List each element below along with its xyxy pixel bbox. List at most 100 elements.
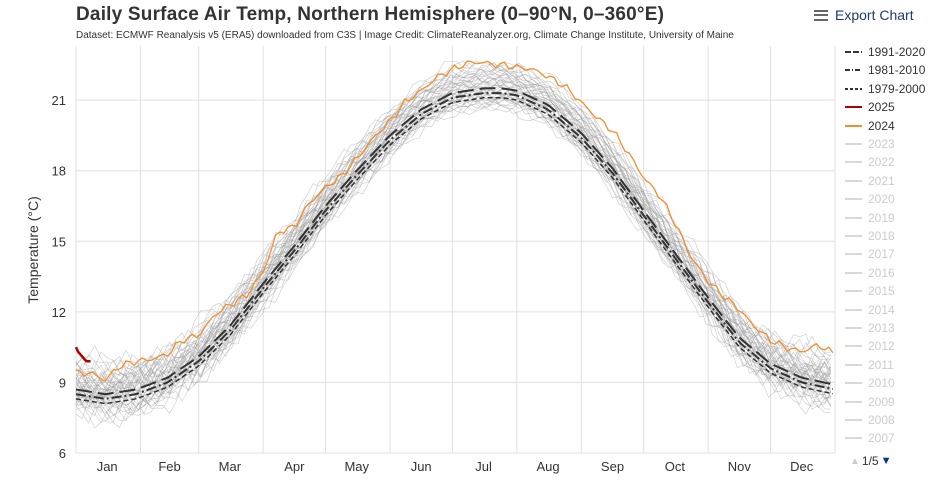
chart-title: Daily Surface Air Temp, Northern Hemisph…	[76, 4, 665, 25]
legend-item-2016[interactable]: 2016	[845, 264, 895, 282]
background-year-line	[75, 81, 831, 405]
legend-label: 2016	[868, 265, 895, 280]
background-year-line	[75, 91, 832, 423]
legend-item-2018[interactable]: 2018	[845, 227, 895, 245]
legend-item-2007[interactable]: 2007	[845, 429, 895, 443]
legend-swatch	[845, 419, 862, 421]
background-year-line	[75, 77, 831, 400]
background-year-line	[75, 73, 832, 401]
background-year-line	[75, 83, 831, 403]
y-tick-label: 9	[59, 375, 66, 390]
legend-swatch	[845, 51, 862, 53]
legend-label: 2014	[868, 302, 895, 317]
x-tick-label: Jan	[97, 459, 118, 474]
legend-label: 2023	[868, 137, 895, 151]
menu-icon	[814, 9, 828, 21]
legend-item-2015[interactable]: 2015	[845, 282, 895, 300]
legend-item-2024[interactable]: 2024	[845, 117, 895, 135]
arrow-down-icon[interactable]: ▼	[880, 455, 892, 467]
y-tick-label: 18	[52, 164, 66, 179]
legend-label: 2009	[868, 394, 895, 409]
legend-item-2021[interactable]: 2021	[845, 172, 895, 190]
legend-item-2010[interactable]: 2010	[845, 374, 895, 392]
background-year-line	[75, 66, 831, 386]
chart-subtitle: Dataset: ECMWF Reanalysis v5 (ERA5) down…	[76, 30, 734, 41]
legend-item-2014[interactable]: 2014	[845, 301, 895, 319]
x-gridlines	[75, 46, 836, 453]
legend-item-2020[interactable]: 2020	[845, 190, 895, 208]
legend-item-1991-2020[interactable]: 1991-2020	[845, 43, 925, 61]
x-tick-label: Apr	[284, 459, 305, 474]
background-year-line	[75, 84, 831, 411]
background-year-line	[75, 93, 832, 429]
legend-item-2017[interactable]: 2017	[845, 245, 895, 263]
x-tick-label: Sep	[601, 459, 624, 474]
legend-swatch	[845, 382, 862, 384]
background-year-line	[75, 97, 831, 421]
legend-label: 2013	[868, 321, 895, 335]
export-chart-button[interactable]: Export Chart	[814, 7, 914, 23]
legend-label: 2019	[868, 210, 895, 225]
series-line-1981-2010	[75, 92, 834, 400]
legend-label: 2020	[868, 192, 895, 207]
plot-background	[76, 46, 835, 453]
legend-label: 1981-2010	[868, 63, 926, 78]
legend-swatch	[845, 69, 862, 72]
legend-item-2011[interactable]: 2011	[845, 356, 894, 374]
x-tick-label: May	[344, 459, 369, 474]
arrow-up-icon[interactable]: ▲	[850, 455, 860, 467]
legend-swatch	[845, 400, 862, 403]
legend-swatch	[845, 327, 862, 329]
legend-item-1979-2000[interactable]: 1979-2000	[845, 80, 925, 98]
y-tick-label: 21	[52, 93, 66, 108]
legend-item-2023[interactable]: 2023	[845, 135, 895, 153]
legend-swatch	[845, 161, 862, 164]
legend-item-2013[interactable]: 2013	[845, 319, 895, 337]
legend-page-indicator: 1/5	[861, 454, 879, 468]
legend-label: 2022	[868, 155, 895, 170]
x-tick-label: Dec	[790, 459, 814, 474]
legend-swatch	[845, 308, 862, 311]
legend-item-2008[interactable]: 2008	[845, 411, 895, 429]
legend-item-2012[interactable]: 2012	[845, 337, 895, 355]
y-axis-ticks: 6 9 12 15 18 21	[52, 93, 66, 461]
export-chart-label: Export Chart	[835, 7, 914, 23]
legend-swatch	[845, 87, 862, 90]
series-line-1979-2000	[75, 97, 834, 405]
legend-navigation: ▲ 1/5 ▼	[850, 454, 891, 468]
legend-label: 1991-2020	[868, 45, 926, 59]
legend-label: 1979-2000	[868, 81, 926, 96]
legend-label: 2025	[868, 100, 895, 115]
legend-swatch	[845, 106, 862, 109]
x-tick-label: Mar	[219, 459, 242, 474]
legend-swatch	[845, 124, 862, 127]
legend-label: 2012	[868, 339, 895, 354]
legend-item-2009[interactable]: 2009	[845, 393, 895, 411]
y-tick-label: 12	[52, 305, 66, 320]
background-year-line	[75, 89, 832, 410]
legend-item-1981-2010[interactable]: 1981-2010	[845, 61, 925, 79]
legend-item-2022[interactable]: 2022	[845, 153, 895, 171]
background-year-line	[75, 60, 831, 381]
legend-label: 2017	[868, 247, 895, 262]
x-tick-label: Aug	[536, 459, 559, 474]
legend-label: 2010	[868, 376, 895, 391]
x-tick-label: Jun	[411, 459, 432, 474]
legend-swatch	[845, 272, 862, 274]
background-year-line	[75, 69, 832, 396]
legend-item-2025[interactable]: 2025	[845, 98, 895, 116]
legend-label: 2008	[868, 413, 895, 427]
legend-swatch	[845, 345, 862, 348]
legend-label: 2021	[868, 173, 895, 188]
background-year-line	[75, 62, 831, 382]
legend-swatch	[845, 253, 862, 256]
x-tick-label: Jul	[475, 459, 492, 474]
legend-label: 2007	[868, 431, 895, 443]
background-year-line	[75, 86, 832, 416]
legend-item-2019[interactable]: 2019	[845, 209, 895, 227]
legend-swatch	[845, 364, 862, 366]
legend-swatch	[845, 437, 862, 440]
background-year-line	[75, 80, 831, 415]
background-year-line	[75, 96, 832, 421]
